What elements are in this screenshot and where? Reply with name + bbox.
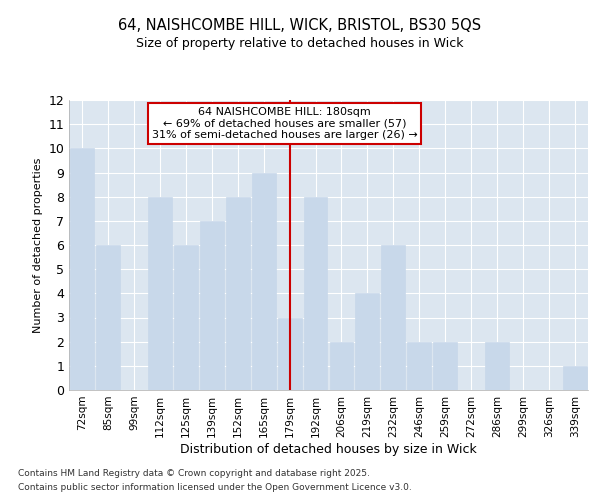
Bar (329, 342, 353, 390)
Bar (200, 221, 224, 390)
Text: Contains public sector information licensed under the Open Government Licence v3: Contains public sector information licen… (18, 484, 412, 492)
Text: 64, NAISHCOMBE HILL, WICK, BRISTOL, BS30 5QS: 64, NAISHCOMBE HILL, WICK, BRISTOL, BS30… (118, 18, 482, 32)
Bar (485, 342, 509, 390)
Bar (407, 342, 431, 390)
Bar (355, 294, 379, 390)
Bar (70, 148, 94, 390)
X-axis label: Distribution of detached houses by size in Wick: Distribution of detached houses by size … (180, 442, 477, 456)
Text: Size of property relative to detached houses in Wick: Size of property relative to detached ho… (136, 38, 464, 51)
Y-axis label: Number of detached properties: Number of detached properties (33, 158, 43, 332)
Text: Contains HM Land Registry data © Crown copyright and database right 2025.: Contains HM Land Registry data © Crown c… (18, 468, 370, 477)
Bar (174, 245, 198, 390)
Bar (96, 245, 120, 390)
Bar (563, 366, 587, 390)
Bar (433, 342, 457, 390)
Bar (382, 245, 406, 390)
Bar (148, 196, 172, 390)
Bar (226, 196, 250, 390)
Bar (251, 172, 275, 390)
Bar (304, 196, 328, 390)
Bar (278, 318, 302, 390)
Text: 64 NAISHCOMBE HILL: 180sqm
← 69% of detached houses are smaller (57)
31% of semi: 64 NAISHCOMBE HILL: 180sqm ← 69% of deta… (152, 108, 417, 140)
